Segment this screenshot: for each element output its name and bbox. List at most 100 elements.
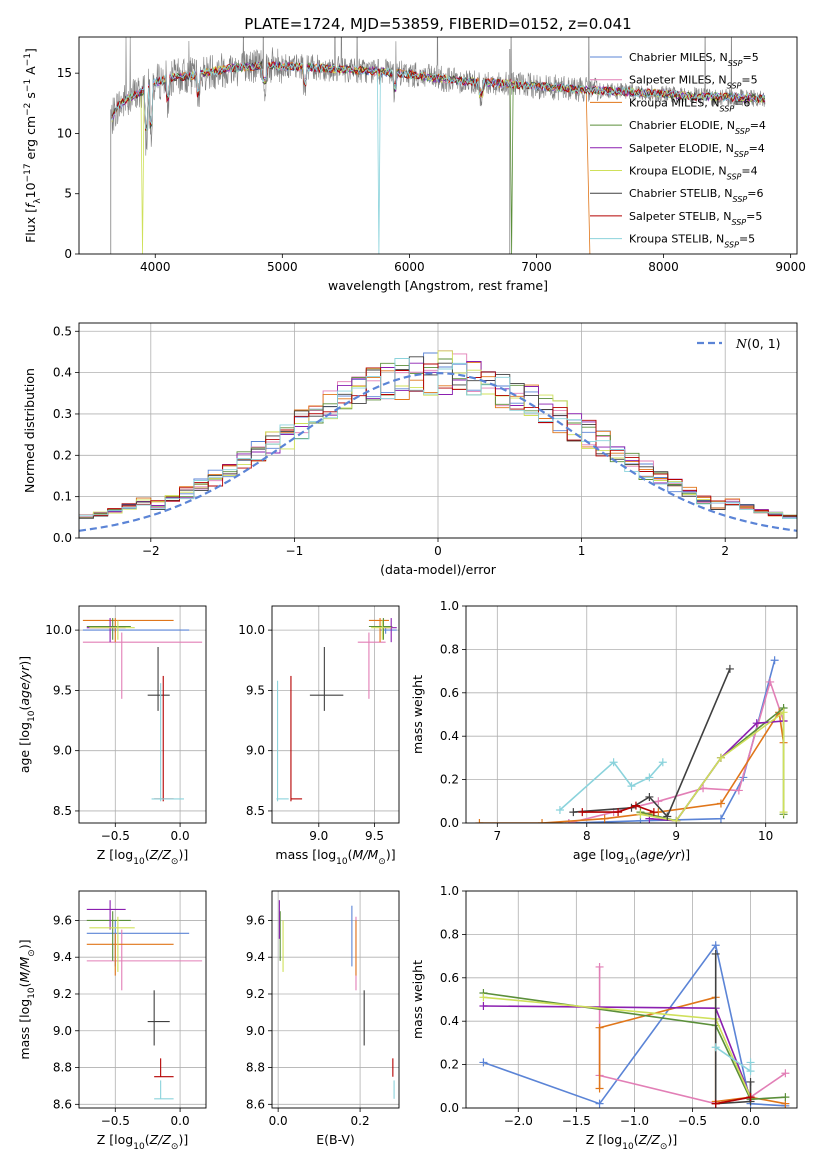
series-marker xyxy=(746,1067,755,1076)
error-bar-point-salpeter-stelib xyxy=(154,1058,174,1078)
axes-frame xyxy=(271,890,400,1109)
legend-label-gaussian: N(0, 1) xyxy=(735,336,781,351)
x-tick-label: −1 xyxy=(286,544,304,558)
series-line xyxy=(559,761,664,811)
error-bar-point-salpeter-stelib xyxy=(290,675,303,802)
series-line xyxy=(483,1005,752,1098)
series-line xyxy=(582,804,655,813)
legend-label-salpeter-miles: Salpeter MILES, NSSP=5 xyxy=(629,74,758,91)
x-tick-label: 0.2 xyxy=(351,1114,370,1128)
legend-label-kroupa-elodie: Kroupa ELODIE, NSSP=4 xyxy=(629,165,758,182)
x-tick-label: 9000 xyxy=(775,260,806,274)
y-tick-label: 9.5 xyxy=(246,683,265,697)
error-bar-point-kroupa-miles xyxy=(368,618,389,643)
residual-histogram-kroupa-stelib xyxy=(79,358,797,538)
y-tick-label: 9.6 xyxy=(53,913,72,927)
series-kroupa-stelib xyxy=(555,758,667,814)
error-bar-point-salpeter-miles xyxy=(357,632,386,699)
series-line xyxy=(715,1096,751,1105)
model-spectrum-kroupa-miles xyxy=(111,61,591,254)
y-tick-label: 0.2 xyxy=(53,448,72,462)
error-bar-point-salpeter-miles xyxy=(86,929,203,991)
y-tick-label: 0.4 xyxy=(440,729,459,743)
series-marker xyxy=(716,799,725,808)
x-tick-label: 0.0 xyxy=(171,1114,190,1128)
y-axis-label: mass weight xyxy=(410,675,425,754)
panel-massweight-vs-age: 7 8 9 10 0.0 0.2 0.4 0.6 0.8 1.0 age [log10(age/yr… xyxy=(410,599,798,867)
figure-title: PLATE=1724, MJD=53859, FIBERID=0152, z=0… xyxy=(244,15,631,33)
panel-residuals: −2 −1 0 1 2 0.0 0.1 0.2 0.3 0.4 0.5 (data-model)/er… xyxy=(22,322,798,577)
error-bar-point-kroupa-miles xyxy=(82,618,174,643)
y-tick-label: 10.0 xyxy=(45,623,72,637)
x-tick-label: −2.0 xyxy=(504,1114,533,1128)
y-tick-label: 10.0 xyxy=(238,623,265,637)
series-marker xyxy=(725,664,734,673)
series-marker xyxy=(609,758,618,767)
y-axis-label: Flux [fλ10−17 erg cm−2 s−1 A−1] xyxy=(23,48,43,243)
model-spectrum-kroupa-stelib xyxy=(111,61,766,254)
plot-area-mass-vs-EBV xyxy=(278,900,395,1099)
series-marker xyxy=(711,1099,720,1108)
y-tick-label: 9.5 xyxy=(53,683,72,697)
error-bar-point-salpeter-elodie xyxy=(86,900,126,930)
error-bar-point-salpeter-miles xyxy=(82,632,203,699)
series-marker xyxy=(555,805,564,814)
y-tick-label: 9.0 xyxy=(246,744,265,758)
x-tick-label: 8 xyxy=(583,829,591,843)
y-tick-label: 9.2 xyxy=(246,987,265,1001)
x-tick-label: −0.5 xyxy=(101,1114,130,1128)
x-axis-label: mass [log10(M/M⊙)] xyxy=(275,847,395,867)
x-tick-label: 5000 xyxy=(267,260,298,274)
panel-mass-vs-EBV: 0.0 0.2 8.6 8.8 9.0 9.2 9.4 9.6 E(B-V) xyxy=(246,890,400,1147)
axes-frame xyxy=(465,890,798,1109)
series-marker xyxy=(770,656,779,665)
x-axis-label: wavelength [Angstrom, rest frame] xyxy=(328,278,548,293)
panel-mass-vs-Z: −0.5 0.0 8.6 8.8 9.0 9.2 9.4 9.6 Z [log10(Z/Z⊙)]… xyxy=(17,890,207,1152)
legend-label-salpeter-elodie: Salpeter ELODIE, NSSP=4 xyxy=(629,142,765,159)
y-tick-label: 0.5 xyxy=(53,324,72,338)
x-tick-label: −1.5 xyxy=(562,1114,591,1128)
series-marker xyxy=(614,808,623,817)
series-marker xyxy=(564,819,573,823)
series-marker xyxy=(779,708,788,717)
x-tick-label: −2 xyxy=(142,544,160,558)
y-tick-label: 5 xyxy=(64,187,72,201)
legend-label-chabrier-miles: Chabrier MILES, NSSP=5 xyxy=(629,51,759,68)
series-marker xyxy=(654,797,663,806)
y-tick-label: 8.5 xyxy=(246,804,265,818)
y-tick-label: 0.8 xyxy=(440,642,459,656)
series-marker xyxy=(734,786,743,795)
series-chabrier-miles xyxy=(564,656,779,823)
y-tick-label: 8.6 xyxy=(246,1097,265,1111)
y-tick-label: 1.0 xyxy=(440,884,459,898)
y-tick-label: 9.6 xyxy=(246,913,265,927)
x-axis-label: Z [log10(Z/Z⊙)] xyxy=(586,1132,677,1152)
series-chabrier-stelib xyxy=(569,664,734,821)
plot-area-mass-vs-Z xyxy=(86,900,203,1100)
series-marker xyxy=(627,782,636,791)
y-tick-label: 8.6 xyxy=(53,1097,72,1111)
x-tick-label: 0.0 xyxy=(171,829,190,843)
y-tick-label: 0.2 xyxy=(440,773,459,787)
error-bar-point-chabrier-elodie xyxy=(86,911,131,961)
error-bar-point-kroupa-stelib xyxy=(151,683,184,802)
axes-frame xyxy=(78,605,207,824)
series-marker xyxy=(746,1077,755,1086)
x-axis-label: Z [log10(Z/Z⊙)] xyxy=(97,847,188,867)
y-tick-label: 0.6 xyxy=(440,686,459,700)
series-marker xyxy=(663,812,672,821)
y-axis-label: mass [log10(M/M⊙)] xyxy=(17,939,37,1059)
series-marker xyxy=(600,814,609,823)
x-tick-label: −0.5 xyxy=(678,1114,707,1128)
x-tick-label: 7000 xyxy=(521,260,552,274)
y-axis-label: age [log10(age/yr)] xyxy=(17,656,37,773)
y-axis-label: Normed distribution xyxy=(22,368,37,493)
plot-area-spectrum xyxy=(110,37,766,254)
x-axis-label: (data-model)/error xyxy=(380,562,497,577)
y-tick-label: 9.2 xyxy=(53,987,72,1001)
y-tick-label: 8.5 xyxy=(53,804,72,818)
y-tick-label: 0.2 xyxy=(440,1058,459,1072)
y-tick-label: 0.0 xyxy=(53,531,72,545)
y-tick-label: 9.0 xyxy=(246,1024,265,1038)
series-marker xyxy=(595,1023,604,1032)
